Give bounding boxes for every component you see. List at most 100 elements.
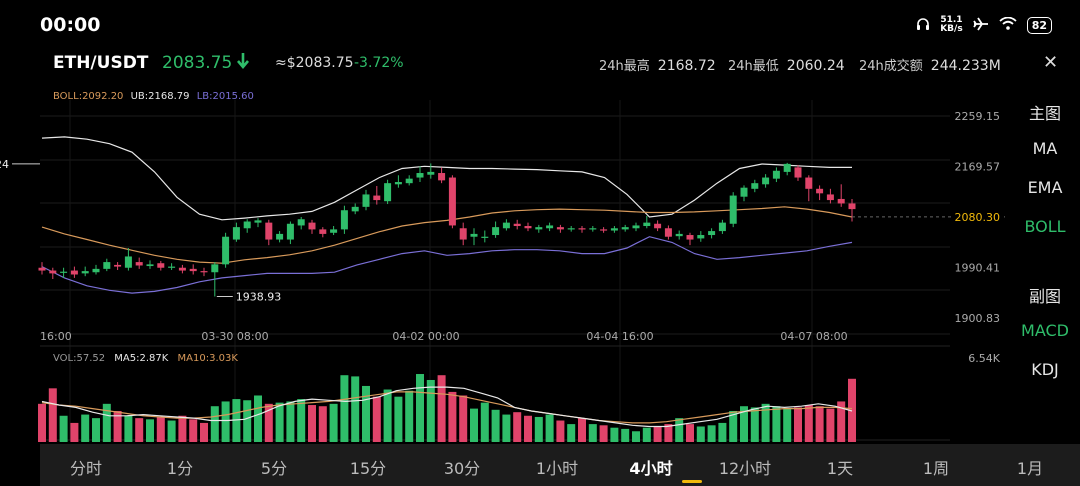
volume-bar <box>567 424 576 442</box>
volume-bar <box>70 422 79 442</box>
tab-1mo[interactable]: 1月 <box>1016 459 1044 478</box>
candle-body <box>38 267 46 271</box>
down-arrow-icon <box>236 52 250 74</box>
boll-lower-line <box>41 236 853 294</box>
boll-lower-value: LB:2015.60 <box>196 91 254 102</box>
candle-body <box>805 177 813 189</box>
pair-name[interactable]: ETH/USDT <box>53 53 149 73</box>
indicator-boll[interactable]: BOLL <box>1024 217 1066 236</box>
indicator-kdj[interactable]: KDJ <box>1031 360 1059 379</box>
time-axis-label: 16:00 <box>40 330 72 343</box>
candle-body <box>654 223 662 229</box>
volume-bar <box>286 401 295 442</box>
tab-1w[interactable]: 1周 <box>922 459 950 478</box>
candle-body <box>297 219 305 226</box>
volume-bar <box>264 403 273 442</box>
candle-body <box>232 227 240 240</box>
volume-bar <box>826 408 835 442</box>
volume-bar <box>599 425 608 442</box>
candle-body <box>740 187 748 197</box>
volume-bar <box>610 427 619 442</box>
candle-body <box>459 228 467 240</box>
tab-timeshare[interactable]: 分时 <box>69 459 103 478</box>
close-icon[interactable]: ✕ <box>1043 52 1059 73</box>
volume-bar <box>308 405 316 442</box>
price-change: -3.72% <box>354 55 404 71</box>
last-price: 2083.75 <box>162 53 233 73</box>
candle-body <box>502 222 510 229</box>
time-axis-label: 04-02 00:00 <box>392 330 459 343</box>
volume-bar <box>394 396 403 442</box>
volume-bar <box>362 385 370 442</box>
volume-bar <box>232 399 241 442</box>
volume-bar <box>92 418 100 442</box>
candle-body <box>286 223 294 240</box>
volume-bar <box>275 402 284 442</box>
tab-30m[interactable]: 30分 <box>443 459 481 478</box>
candle-body <box>330 229 338 233</box>
candle-body <box>60 271 68 273</box>
candle-body <box>254 220 262 223</box>
tab-1h[interactable]: 1小时 <box>535 459 579 478</box>
candle-body <box>567 228 575 230</box>
tab-1m[interactable]: 1分 <box>166 459 194 478</box>
volume-bar <box>297 399 306 442</box>
tab-12h[interactable]: 12小时 <box>718 459 772 478</box>
tab-1d[interactable]: 1天 <box>826 459 854 478</box>
current-price-label: 2080.30 <box>955 211 1001 224</box>
volume-bar <box>200 422 208 442</box>
stat-24h-low: 24h最低 2060.24 <box>728 58 845 74</box>
candle-body <box>340 210 348 230</box>
volume-bar <box>761 403 770 442</box>
tab-15m[interactable]: 15分 <box>349 459 387 478</box>
tab-4h[interactable]: 4小时 <box>629 459 673 478</box>
candle-body <box>848 203 856 210</box>
candle-body <box>632 225 640 229</box>
candle-body <box>319 229 327 234</box>
battery-indicator: 82 <box>1026 16 1052 34</box>
volume-bar <box>59 415 68 442</box>
candle-body <box>200 271 208 273</box>
volume-bar <box>664 424 673 442</box>
volume-bar <box>750 407 759 442</box>
volume-bar <box>491 409 500 442</box>
candle-body <box>416 173 424 178</box>
candle-body <box>470 233 478 237</box>
kline-chart[interactable]: 2259.15 2169.57 2080.30 1990.41 1900.83 2174.… <box>0 0 1010 444</box>
status-bar: 00:00 51.1 KB/s 82 <box>0 0 1080 50</box>
time-axis-label: 04-07 08:00 <box>780 330 847 343</box>
volume-bar <box>351 376 360 442</box>
volume-bar <box>794 407 802 442</box>
airplane-icon <box>972 17 989 34</box>
candle-body <box>308 222 316 230</box>
candle-body <box>621 227 629 230</box>
candle-body <box>189 268 197 272</box>
volume-bar <box>545 414 554 442</box>
candle-body <box>103 262 111 269</box>
indicator-ma[interactable]: MA <box>1032 139 1058 158</box>
candle-body <box>448 177 456 226</box>
indicator-ema[interactable]: EMA <box>1027 178 1063 197</box>
time-axis-label: 03-30 08:00 <box>201 330 268 343</box>
candle-body <box>664 228 672 237</box>
volume-bar <box>102 403 111 442</box>
candle-body <box>535 227 543 230</box>
candle-body <box>772 170 780 179</box>
candle-body <box>222 236 230 265</box>
candle-body <box>556 227 564 230</box>
price-axis-label: 1990.41 <box>955 262 1001 275</box>
volume-bar <box>815 406 824 442</box>
volume-bar <box>632 431 640 442</box>
tab-5m[interactable]: 5分 <box>260 459 288 478</box>
candle-body <box>405 178 413 184</box>
candle-body <box>178 267 186 271</box>
volume-max-label: 6.54K <box>968 352 1000 365</box>
volume-bar <box>254 395 262 442</box>
volume-bar <box>675 418 684 442</box>
wifi-icon <box>999 16 1017 33</box>
indicator-macd[interactable]: MACD <box>1021 321 1069 340</box>
vol-ma10-line <box>41 391 853 424</box>
candle-body <box>438 173 446 181</box>
volume-bar <box>156 416 165 442</box>
price-axis-label: 2169.57 <box>955 161 1001 174</box>
